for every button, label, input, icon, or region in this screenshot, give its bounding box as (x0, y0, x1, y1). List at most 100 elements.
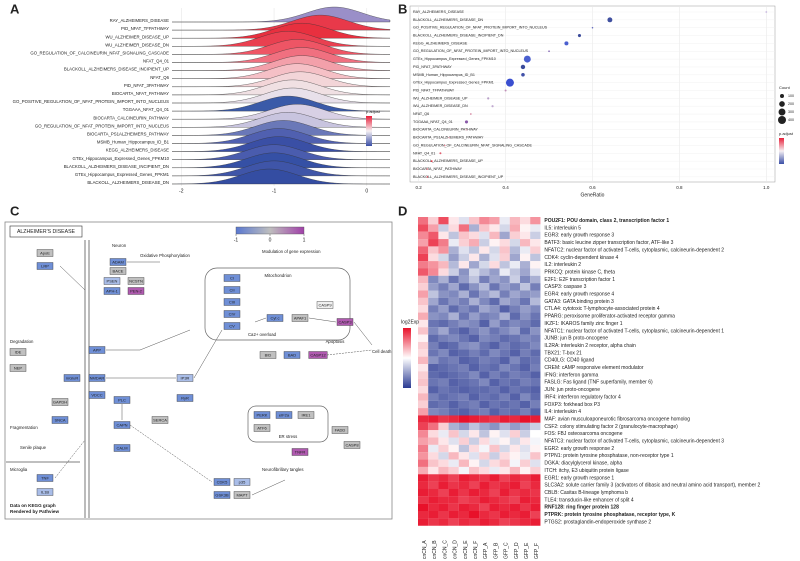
panel-label: C (10, 203, 20, 218)
heat-cell (438, 364, 449, 372)
heat-cell (469, 246, 480, 254)
row-label: EGR2: early growth response 2 (544, 446, 614, 452)
ridge (171, 160, 390, 177)
gene-label: NMDAR (90, 375, 105, 380)
gene-node (36, 262, 54, 270)
heat-cell (469, 452, 480, 460)
heat-cell (448, 297, 459, 306)
size-legend-label: 300 (788, 110, 794, 114)
heat-cell (520, 239, 531, 247)
heat-cell (479, 371, 490, 379)
annotation: Cell death (372, 349, 392, 354)
heat-cell (530, 422, 541, 431)
heat-cell (469, 474, 480, 482)
gene-label: BACE (113, 268, 124, 273)
heat-cell (448, 341, 459, 350)
heat-cell (499, 319, 510, 328)
heat-cell (530, 400, 541, 409)
heat-cell (509, 496, 521, 504)
heat-cell (418, 488, 429, 497)
heat-cell (418, 261, 429, 269)
heat-cell (509, 488, 521, 497)
heat-cell (458, 246, 470, 254)
x-tick-label: 0.6 (589, 185, 596, 190)
row-label: EGR4: early growth response 4 (544, 292, 614, 298)
heat-cell (448, 268, 459, 276)
gene-label: ADAM (112, 259, 124, 264)
row-label: TBX21: T-box 21 (544, 350, 582, 356)
heat-cell (499, 341, 510, 350)
heat-cell (458, 393, 470, 401)
heat-cell (530, 481, 541, 489)
heat-cell (438, 452, 449, 460)
row-label: E2F1: E2F transcription factor 1 (544, 277, 615, 283)
heat-cell (489, 496, 500, 504)
annotation: Modulation of gene expression (262, 249, 321, 254)
ridge (172, 112, 391, 128)
y-tick-label: BIOCARTA_CALCINEURIN_PATHWAY (413, 128, 478, 132)
ridge (171, 128, 391, 144)
gene-node (51, 416, 69, 424)
heat-cell (530, 275, 541, 284)
arrow (254, 317, 267, 323)
dot (607, 17, 613, 23)
heat-cell (438, 283, 449, 291)
heat-cell (458, 408, 470, 416)
heat-cell (479, 217, 490, 225)
heat-cell (458, 305, 470, 313)
size-legend-dot (778, 116, 786, 124)
heat-cell (428, 400, 439, 409)
gene-node (297, 411, 315, 419)
heat-cell (418, 217, 429, 225)
heat-cell (499, 371, 510, 379)
heat-cell (428, 466, 439, 475)
heat-cell (489, 283, 500, 291)
gene-node (259, 351, 277, 359)
heat-cell (418, 386, 429, 394)
heat-cell (458, 496, 470, 504)
heat-cell (438, 503, 449, 512)
size-legend-dot (778, 108, 786, 116)
heat-cell (489, 275, 500, 284)
ridge (172, 95, 391, 112)
gene-label: LRP (41, 263, 49, 268)
ridge (172, 39, 391, 55)
heat-cell (469, 334, 480, 342)
heat-cell (448, 371, 459, 379)
arrow (308, 317, 337, 323)
heat-cell (438, 474, 449, 482)
pathway-title-box (9, 225, 83, 238)
ridge (172, 79, 391, 96)
heat-cell (479, 312, 490, 320)
heat-cell (509, 319, 521, 328)
heat-cell (469, 503, 480, 512)
heat-cell (438, 408, 449, 416)
heat-cell (418, 305, 429, 313)
heat-cell (530, 283, 541, 291)
legend-title: p.adjust (779, 131, 794, 136)
heat-cell (448, 364, 459, 372)
gene-label: CASP9 (318, 302, 332, 307)
heat-cell (448, 217, 459, 225)
heat-cell (469, 371, 480, 379)
heat-cell (530, 349, 541, 357)
x-tick-label: 0.4 (502, 185, 509, 190)
ridge (172, 63, 391, 79)
heat-cell (489, 422, 500, 431)
heat-cell (438, 297, 449, 306)
gene-label: TNF (41, 475, 49, 480)
gene-label: ATF6 (257, 425, 267, 430)
gene-node (9, 348, 27, 356)
heat-cell (458, 518, 470, 526)
dot (439, 152, 442, 155)
row-label: IL4: interleukin 4 (544, 409, 581, 415)
heat-cell (499, 224, 510, 232)
heat-cell (418, 290, 429, 298)
heat-cell (509, 246, 521, 254)
heat-cell (530, 231, 541, 240)
arrow (251, 479, 286, 496)
heat-cell (438, 231, 449, 240)
heat-cell (469, 393, 480, 401)
heat-cell (438, 275, 449, 284)
